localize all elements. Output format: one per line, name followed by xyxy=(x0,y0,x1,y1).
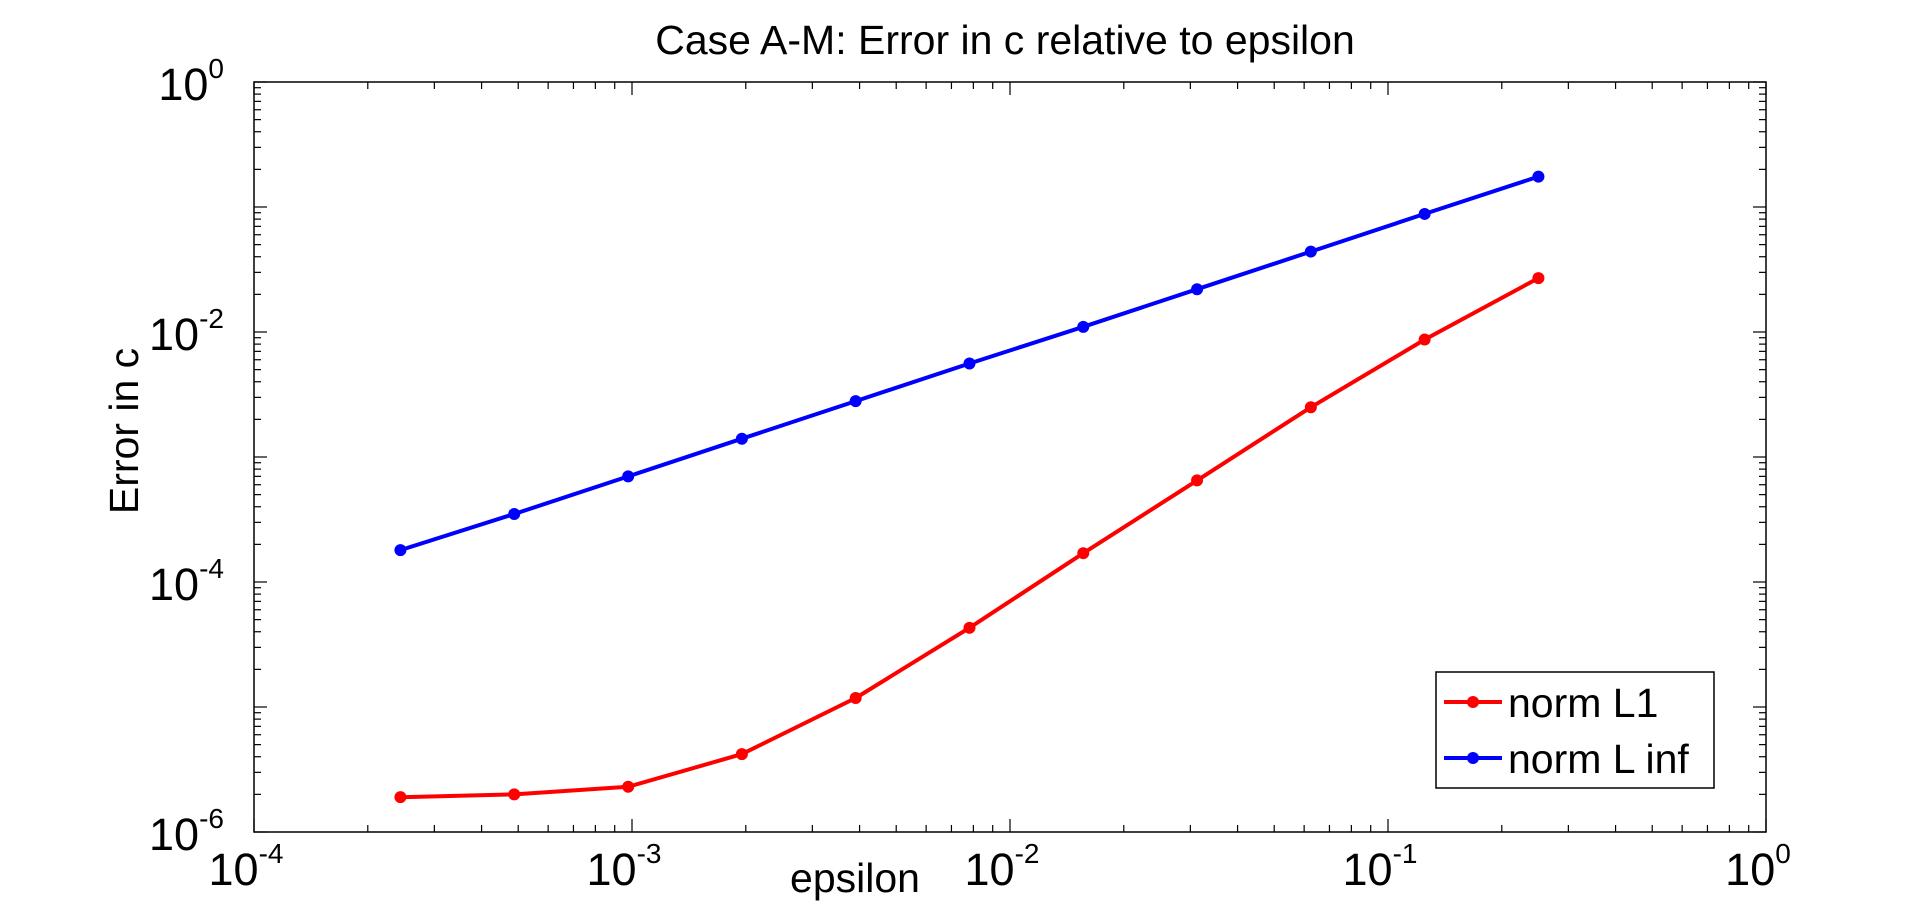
x-axis-label: epsilon xyxy=(790,855,920,901)
x-tick-label: 10-3 xyxy=(587,838,662,895)
plot-series xyxy=(394,170,1545,804)
data-point xyxy=(622,780,635,793)
data-point xyxy=(508,507,521,520)
data-point xyxy=(963,621,976,634)
data-point xyxy=(622,470,635,483)
x-tick-label: 10-2 xyxy=(965,838,1040,895)
data-point xyxy=(1418,207,1431,220)
data-point xyxy=(394,791,407,804)
data-point xyxy=(1077,547,1090,560)
legend-marker xyxy=(1467,696,1479,708)
legend-label: norm L inf xyxy=(1508,736,1689,782)
data-point xyxy=(735,748,748,761)
data-point xyxy=(508,788,521,801)
y-tick-label: 10-6 xyxy=(149,803,224,860)
series-2 xyxy=(394,170,1545,557)
legend-marker xyxy=(1467,752,1479,764)
axis-ticks xyxy=(253,81,1767,833)
data-point xyxy=(1191,283,1204,296)
legend-item: norm L1 xyxy=(1444,680,1658,726)
data-point xyxy=(1304,401,1317,414)
chart-title: Case A-M: Error in c relative to epsilon xyxy=(655,17,1355,63)
legend-label: norm L1 xyxy=(1508,680,1658,726)
y-tick-label: 10-2 xyxy=(149,303,224,360)
x-tick-label: 10-4 xyxy=(209,838,284,895)
data-point xyxy=(963,357,976,370)
series-1 xyxy=(394,272,1545,804)
legend-item: norm L inf xyxy=(1444,736,1689,782)
data-point xyxy=(394,544,407,557)
data-point xyxy=(849,692,862,705)
data-point xyxy=(849,395,862,408)
data-point xyxy=(1532,272,1545,285)
data-point xyxy=(1418,333,1431,346)
x-tick-label: 100 xyxy=(1725,838,1791,895)
y-tick-label: 100 xyxy=(158,53,224,110)
data-point xyxy=(1532,170,1545,183)
legend: norm L1 norm L inf xyxy=(1435,671,1715,789)
x-tick-label: 10-1 xyxy=(1343,838,1418,895)
data-point xyxy=(1304,245,1317,258)
legend-box xyxy=(1435,671,1715,789)
data-point xyxy=(1077,320,1090,333)
y-axis-label: Error in c xyxy=(101,348,147,514)
data-point xyxy=(1191,474,1204,487)
data-point xyxy=(735,432,748,445)
y-tick-label: 10-4 xyxy=(149,553,224,610)
plot-area-border xyxy=(253,81,1767,833)
